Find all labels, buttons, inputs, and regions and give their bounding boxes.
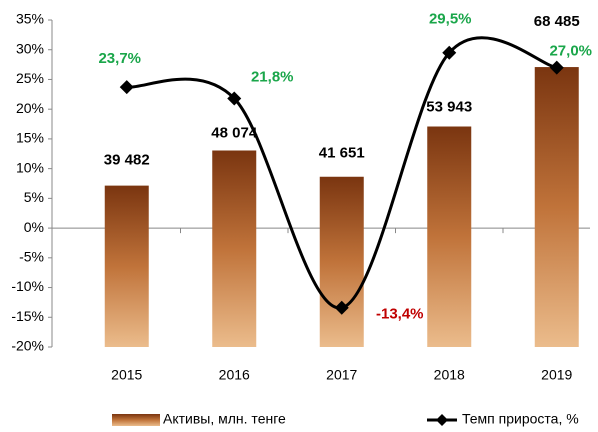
bar-label: 68 485 (534, 13, 580, 30)
y-tick-label: 10% (16, 159, 44, 175)
line-label: 21,8% (251, 68, 294, 85)
line-label: 29,5% (429, 11, 472, 28)
legend-label: Темп прироста, % (462, 411, 579, 427)
x-tick-label: 2015 (111, 367, 142, 383)
y-tick-label: 35% (16, 11, 44, 27)
x-tick-label: 2016 (219, 367, 250, 383)
line-label: 27,0% (549, 43, 592, 60)
y-tick-label: 5% (24, 189, 44, 205)
y-tick-label: 30% (16, 40, 44, 56)
y-tick-label: -5% (19, 249, 44, 265)
line-label: 23,7% (98, 50, 141, 67)
legend-swatch (112, 414, 160, 426)
marker (334, 300, 349, 315)
y-tick-label: 25% (16, 70, 44, 86)
marker (549, 60, 564, 75)
legend-label: Активы, млн. тенге (163, 411, 286, 427)
marker (119, 80, 134, 95)
marker (227, 91, 242, 106)
y-tick-label: 20% (16, 100, 44, 116)
x-tick-label: 2018 (434, 367, 465, 383)
bar (104, 185, 149, 347)
bar (534, 67, 579, 347)
bar (319, 176, 364, 347)
x-tick-label: 2019 (541, 367, 572, 383)
y-tick-label: 0% (24, 219, 44, 235)
y-tick-label: -15% (11, 308, 44, 324)
x-tick-label: 2017 (326, 367, 357, 383)
line-label: -13,4% (376, 306, 424, 323)
bar-label: 39 482 (104, 152, 150, 169)
legend-marker (436, 414, 448, 426)
y-tick-label: 15% (16, 130, 44, 146)
y-tick-label: -20% (11, 338, 44, 354)
bar (212, 150, 257, 347)
bar-label: 48 074 (211, 124, 258, 141)
bar-label: 53 943 (426, 98, 472, 115)
y-tick-label: -10% (11, 278, 44, 294)
bar (427, 126, 472, 347)
marker (442, 45, 457, 60)
bar-label: 41 651 (319, 145, 365, 162)
